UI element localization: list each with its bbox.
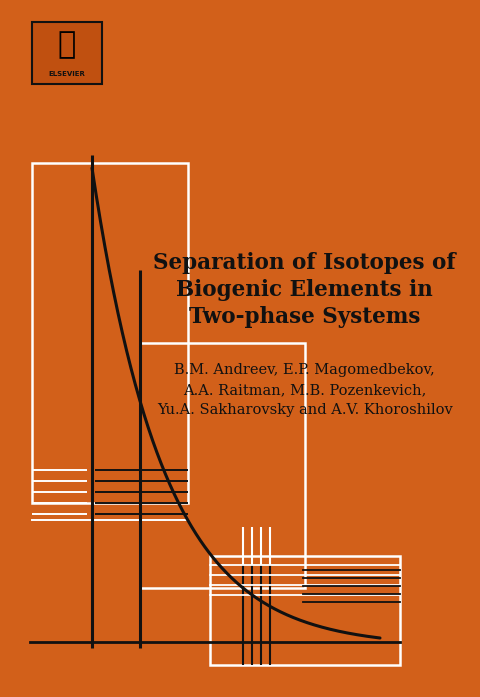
Bar bbox=[32, 163, 188, 503]
Text: 🌿: 🌿 bbox=[58, 31, 76, 59]
Bar bbox=[140, 343, 305, 588]
Text: Separation of Isotopes of
Biogenic Elements in
Two-phase Systems: Separation of Isotopes of Biogenic Eleme… bbox=[154, 252, 456, 328]
Bar bbox=[210, 556, 400, 665]
Text: B.M. Andreev, E.P. Magomedbekov,
A.A. Raitman, M.B. Pozenkevich,
Yu.A. Sakharovs: B.M. Andreev, E.P. Magomedbekov, A.A. Ra… bbox=[157, 363, 453, 417]
Bar bbox=[32, 22, 102, 84]
Text: ELSEVIER: ELSEVIER bbox=[48, 71, 85, 77]
